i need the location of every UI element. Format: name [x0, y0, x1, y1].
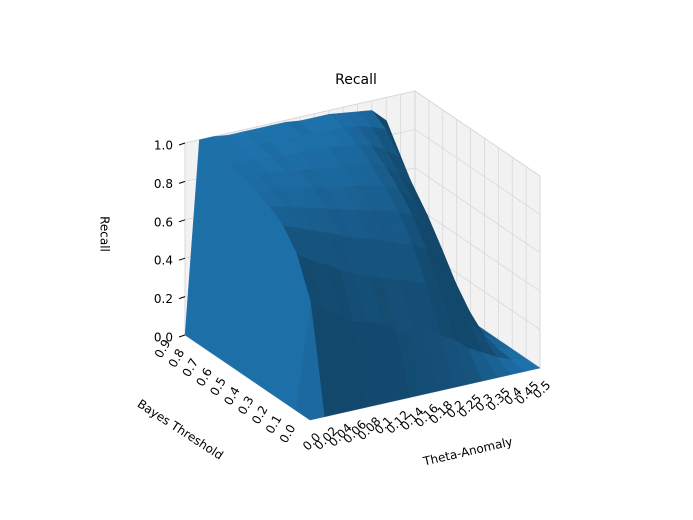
- x-axis-label: Theta-Anomaly: [421, 434, 514, 468]
- z-tick: [178, 219, 186, 223]
- z-tick: [178, 296, 186, 300]
- surface-patch: [295, 301, 325, 421]
- z-tick-label: 0.4: [154, 254, 173, 268]
- z-tick-label: 1.0: [154, 139, 173, 153]
- z-axis-label: Recall: [98, 216, 112, 252]
- z-tick-label: 0.8: [154, 177, 173, 191]
- grid-line: [184, 90, 541, 177]
- z-tick: [178, 257, 186, 261]
- y-axis-label: Bayes Threshold: [135, 397, 226, 463]
- z-tick: [178, 142, 186, 146]
- z-tick: [178, 180, 186, 184]
- z-tick-label: 0.2: [154, 292, 173, 306]
- z-tick: [178, 334, 186, 338]
- z-tick-label: 0.0: [154, 331, 173, 345]
- chart-title: Recall: [335, 72, 377, 88]
- z-tick-label: 0.6: [154, 215, 173, 229]
